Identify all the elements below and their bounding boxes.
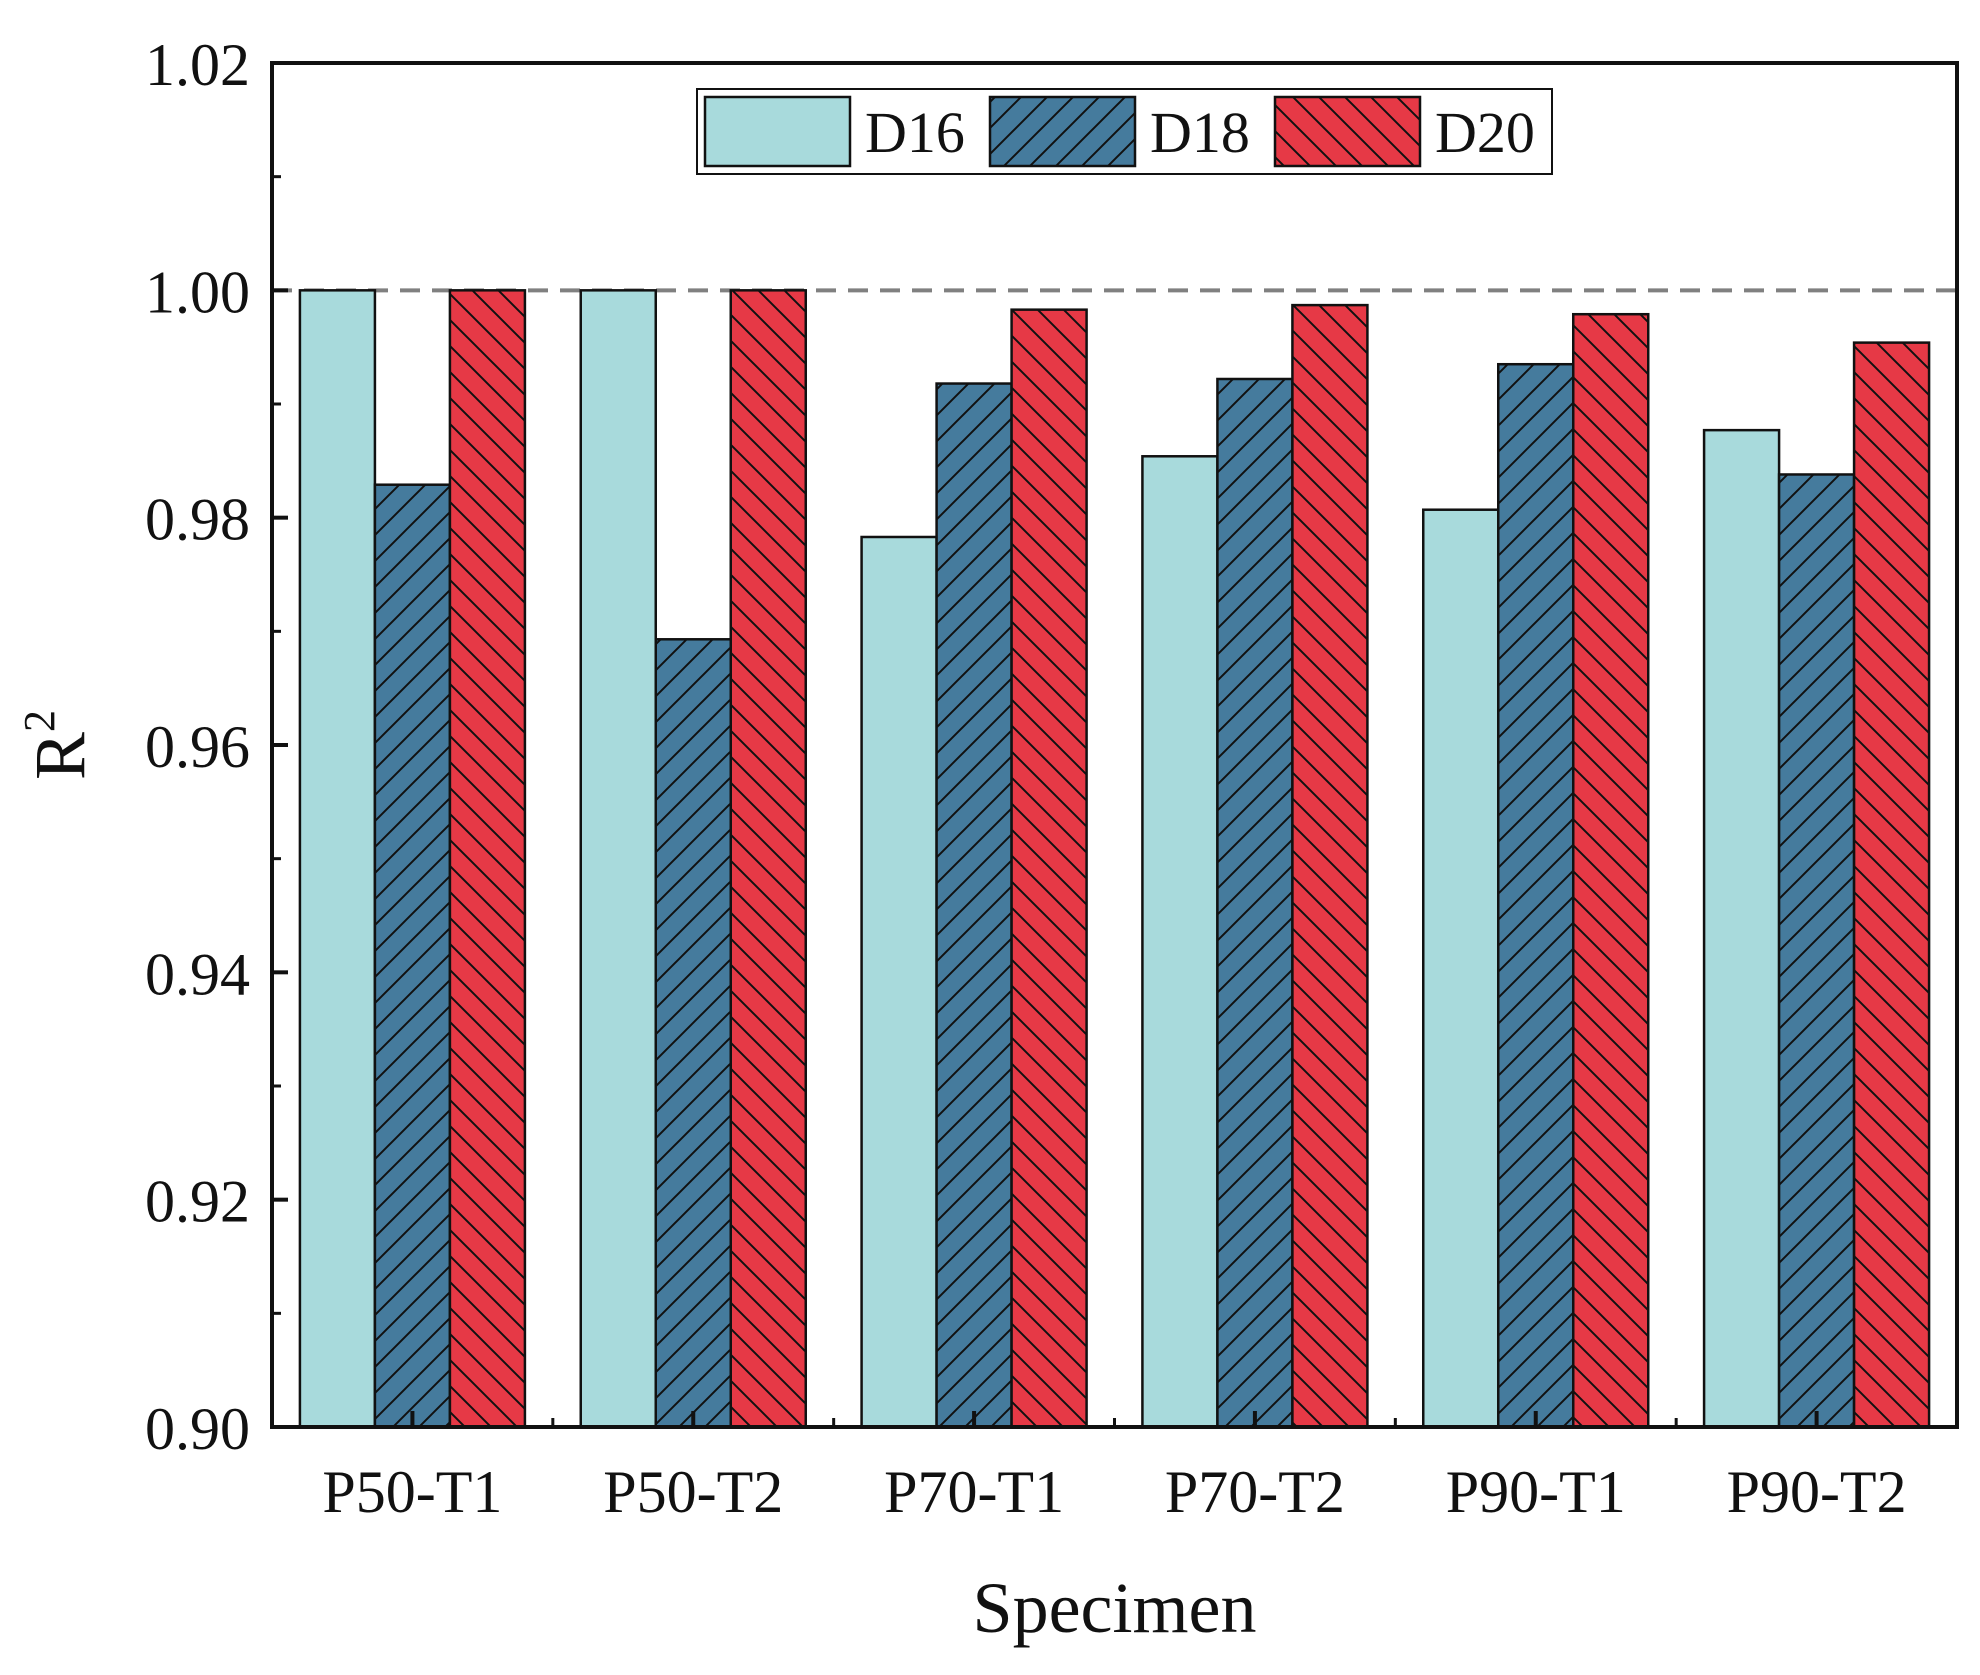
x-tick-label: P90-T2 [1727, 1459, 1907, 1525]
y-tick-label: 1.00 [145, 259, 250, 325]
legend: D16 D18 D20 [696, 88, 1553, 175]
legend-swatch-d20 [1273, 95, 1422, 168]
x-tick-label: P90-T1 [1446, 1459, 1626, 1525]
legend-label-d16: D16 [865, 100, 965, 165]
bar-d16-p50-t1 [298, 289, 377, 1429]
bar-d16-p50-t2 [579, 289, 657, 1429]
svg-text:R2: R2 [15, 710, 100, 780]
y-tick-label: 0.96 [145, 714, 250, 780]
legend-swatch-d16 [703, 95, 852, 168]
y-axis-title-base: R [20, 732, 100, 780]
legend-label-d20: D20 [1435, 100, 1535, 165]
bar-d20-p90-t1 [1572, 312, 1650, 1429]
legend-swatch-d18 [988, 95, 1137, 168]
bar-d20-p90-t2 [1852, 341, 1931, 1429]
bar-d16-p90-t2 [1702, 428, 1781, 1429]
bar-d18-p50-t2 [654, 638, 732, 1429]
bar-d16-p70-t2 [1141, 455, 1219, 1429]
bars-group [298, 289, 1931, 1429]
legend-label-d18: D18 [1150, 100, 1250, 165]
bar-d20-p70-t1 [1010, 308, 1088, 1429]
x-axis-title: Specimen [973, 1568, 1257, 1648]
bar-d16-p70-t1 [860, 535, 938, 1429]
x-tick-label: P50-T1 [322, 1459, 502, 1525]
bar-d20-p50-t2 [729, 289, 807, 1429]
y-tick-label: 0.94 [145, 941, 250, 1007]
y-axis-title-superscript: 2 [15, 710, 64, 732]
bar-d18-p70-t2 [1216, 377, 1294, 1429]
y-tick-label: 1.02 [145, 32, 250, 98]
y-axis-ticks: 0.90 0.92 0.94 0.96 0.98 1.00 1.02 [145, 32, 288, 1462]
y-tick-label: 0.90 [145, 1396, 250, 1462]
y-axis-title: R2 [15, 710, 100, 780]
x-tick-label: P50-T2 [603, 1459, 783, 1525]
bar-d16-p90-t1 [1422, 508, 1500, 1429]
x-tick-label: P70-T1 [884, 1459, 1064, 1525]
x-tick-label: P70-T2 [1165, 1459, 1345, 1525]
y-tick-label: 0.98 [145, 487, 250, 553]
bar-d18-p50-t1 [373, 483, 452, 1429]
bar-d20-p70-t2 [1291, 303, 1369, 1429]
bar-d18-p90-t1 [1497, 362, 1575, 1429]
y-tick-label: 0.92 [145, 1169, 250, 1235]
x-axis-ticks: P50-T1 P50-T2 P70-T1 P70-T2 P90-T1 P90-T2 [322, 1411, 1907, 1525]
bar-d18-p90-t2 [1777, 473, 1856, 1429]
bar-d18-p70-t1 [935, 382, 1013, 1429]
bar-d20-p50-t1 [448, 289, 527, 1429]
